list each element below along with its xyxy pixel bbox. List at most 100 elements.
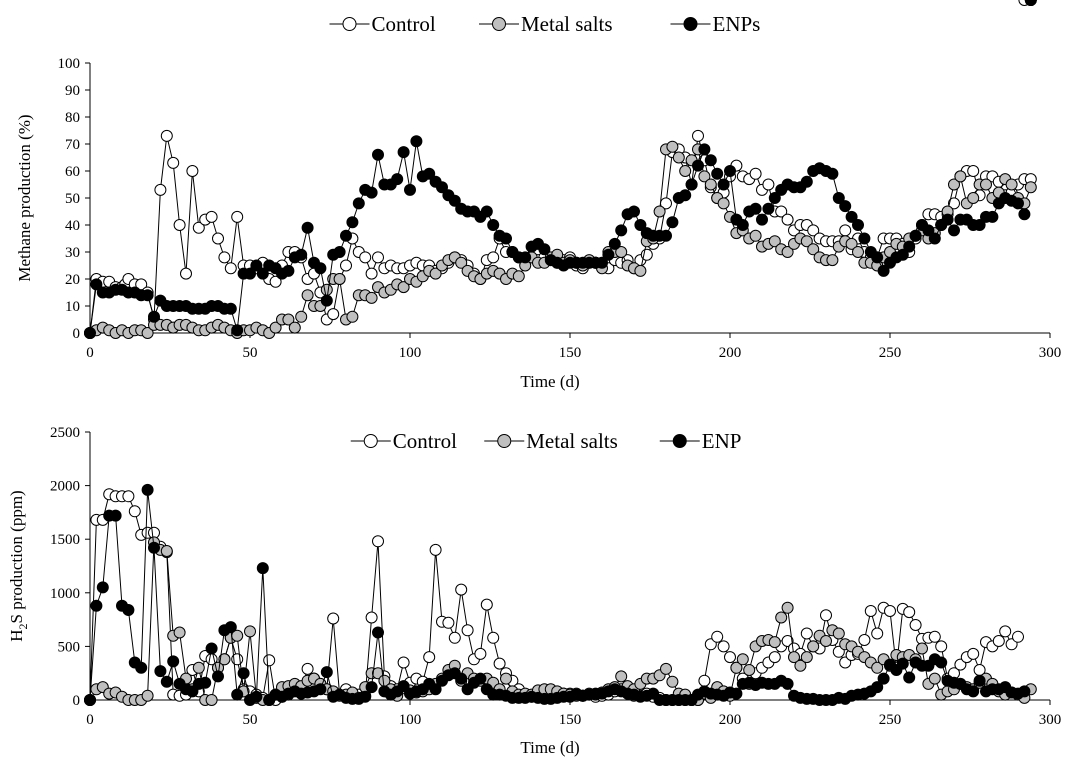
x-tick-label: 200 [719,712,742,728]
data-point [852,246,864,258]
data-point [173,626,186,639]
x-tick-label: 0 [86,345,94,361]
data-point [500,232,512,245]
legend-label: Control [393,429,457,453]
data-point [820,635,832,647]
data-point [858,634,871,646]
data-point [135,661,148,674]
data-point [615,670,628,683]
data-point [909,619,922,631]
data-point [704,178,717,191]
legend-marker [342,17,357,31]
data-point [256,562,269,575]
data-point [724,651,736,664]
data-point [455,672,468,685]
data-point [538,243,551,256]
data-point [948,197,960,210]
data-point [877,672,890,685]
data-point [634,264,647,277]
data-point [820,609,832,622]
data-point [800,651,813,664]
data-point [781,213,794,226]
data-point [698,170,711,183]
data-point [429,267,442,280]
data-point [237,667,250,680]
data-point [756,213,768,226]
data-point [909,229,922,242]
data-point [148,541,160,554]
data-point [800,175,813,188]
data-point [288,321,301,334]
data-point [346,310,359,323]
y-title-part: H [7,629,26,641]
data-point [154,665,167,678]
legend-item: Control [350,429,457,453]
data-point [1012,630,1024,643]
legend-item: Metal salts [479,12,613,36]
series-line [89,489,1025,702]
data-point [973,219,986,231]
data-point [141,327,154,339]
data-point [128,505,141,518]
data-point [167,156,180,169]
x-tick-label: 50 [243,345,258,361]
data-point [186,165,199,177]
data-point [493,657,506,670]
legend-marker [497,434,512,448]
data-point [749,202,762,215]
data-point [858,232,871,245]
data-point [967,685,980,698]
data-point [263,654,276,667]
data-point [84,327,96,339]
data-point [967,192,980,204]
data-point [205,210,218,223]
data-point [839,224,852,237]
data-point [800,235,813,248]
data-point [679,189,692,202]
data-point [474,672,487,685]
data-point [282,264,295,277]
data-point [359,251,372,264]
data-point [519,251,532,264]
data-point [487,251,500,264]
data-point [986,210,999,223]
data-point [698,674,711,687]
data-point [832,627,845,640]
data-point [480,598,493,611]
y-tick-label: 100 [58,56,81,72]
data-point [90,278,103,291]
data-point [160,129,173,142]
data-point [218,251,231,264]
data-point [122,604,135,616]
data-point [948,224,960,237]
x-tick-label: 250 [879,712,902,728]
data-point [429,543,442,556]
data-point [320,283,333,296]
data-point [244,625,256,638]
data-point [141,289,154,302]
y-tick-label: 70 [65,137,80,153]
data-point [692,129,704,142]
data-point [346,216,359,229]
data-point [487,631,500,644]
data-point [320,294,333,307]
data-point [224,302,237,315]
data-point [141,483,154,496]
data-point [826,167,839,180]
data-point [314,262,327,275]
data-point [160,545,173,557]
data-point [762,178,775,191]
data-point [84,694,96,706]
y-title-subscript: 2 [16,623,30,629]
data-point [1005,178,1018,191]
data-point [877,264,890,277]
data-point [1024,181,1037,194]
data-point [141,689,154,702]
data-point [269,321,282,334]
data-point [928,232,941,245]
data-point [768,192,781,204]
data-point [372,626,384,639]
data-point [954,170,967,183]
data-point [359,690,372,703]
x-tick-label: 50 [243,712,258,728]
